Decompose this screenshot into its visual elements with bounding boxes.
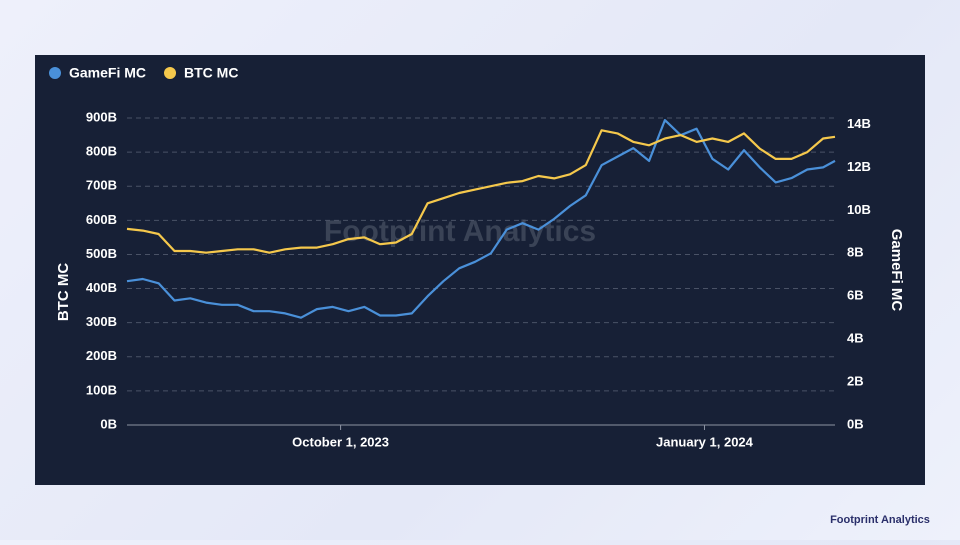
y-tick-label: 400B (86, 280, 117, 295)
y2-axis-title: GameFi MC (888, 229, 905, 312)
x-tick-label: January 1, 2024 (656, 434, 754, 449)
series-line (126, 129, 836, 254)
y-tick-label: 700B (86, 178, 117, 193)
y-tick-label: 0B (100, 416, 117, 431)
y-tick-label: 300B (86, 314, 117, 329)
panel (35, 55, 925, 485)
y2-tick-label: 10B (847, 202, 871, 217)
series-line (126, 119, 836, 319)
y2-tick-label: 6B (847, 288, 864, 303)
y2-tick-label: 12B (847, 159, 871, 174)
legend-label: BTC MC (184, 65, 238, 81)
y2-tick-label: 4B (847, 331, 864, 346)
y-tick-label: 500B (86, 246, 117, 261)
y-tick-label: 600B (86, 212, 117, 227)
y-tick-label: 100B (86, 382, 117, 397)
y2-tick-label: 8B (847, 245, 864, 260)
y2-tick-label: 2B (847, 374, 864, 389)
y2-tick-label: 14B (847, 116, 871, 131)
legend-marker (164, 67, 177, 79)
y2-tick-label: 0B (847, 416, 864, 431)
legend-label: GameFi MC (69, 65, 146, 81)
y-tick-label: 800B (86, 144, 117, 159)
y-tick-label: 200B (86, 348, 117, 363)
x-tick-label: October 1, 2023 (292, 434, 389, 449)
y-tick-label: 900B (86, 109, 117, 124)
footer-logo: Footprint Analytics (830, 514, 930, 526)
y-axis-title: BTC MC (55, 263, 72, 321)
legend-marker (49, 67, 61, 79)
